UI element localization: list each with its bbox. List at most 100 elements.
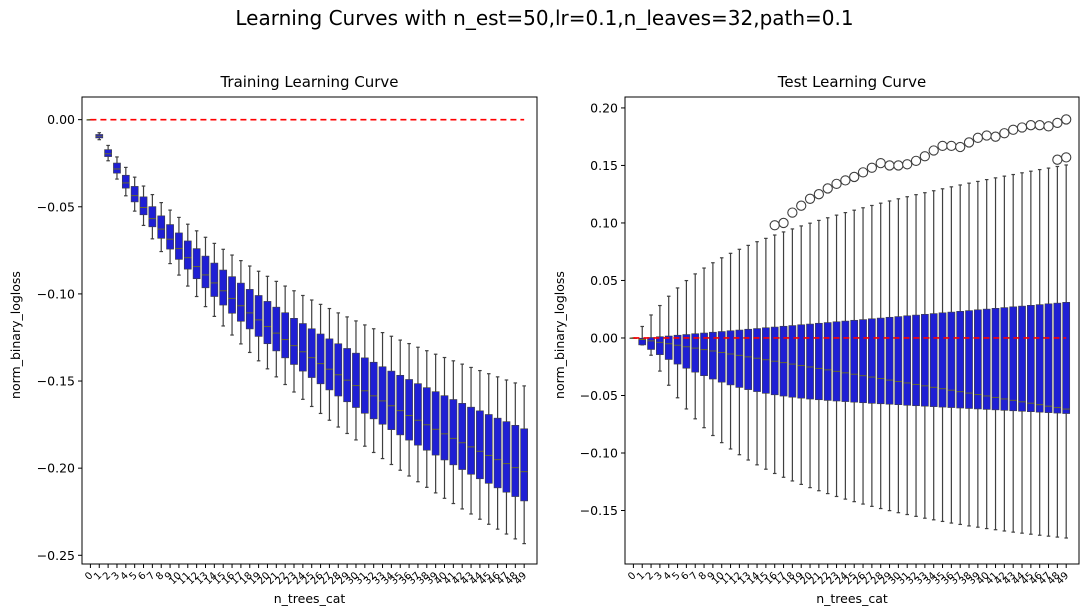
- box-iqr: [717, 331, 726, 383]
- training-box-9: [166, 209, 174, 265]
- box-iqr: [431, 391, 440, 456]
- training-box-2: [104, 144, 112, 162]
- box-iqr: [903, 315, 912, 406]
- box-iqr: [700, 332, 708, 377]
- outlier-point: [884, 160, 895, 171]
- box-iqr: [885, 316, 894, 405]
- outlier-point: [804, 193, 816, 204]
- test-box-40: [981, 130, 992, 530]
- training-box-32: [369, 328, 378, 454]
- box-iqr: [912, 314, 920, 407]
- test-box-38: [963, 137, 975, 527]
- box-iqr: [788, 325, 797, 398]
- box-iqr: [396, 374, 405, 436]
- outlier-point: [928, 145, 939, 156]
- test-box-43: [1008, 124, 1019, 533]
- box-iqr: [175, 232, 183, 260]
- test-box-21: [813, 189, 825, 492]
- box-iqr: [520, 428, 529, 502]
- training-axes-frame: [81, 96, 538, 565]
- training-box-37: [414, 346, 422, 483]
- outlier-point: [787, 207, 798, 218]
- box-iqr: [237, 282, 245, 322]
- training-box-7: [148, 193, 157, 240]
- test-box-9: [709, 262, 717, 437]
- outlier-point: [1061, 114, 1072, 125]
- box-iqr: [113, 162, 121, 174]
- training-y-tick-label: −0.10: [37, 286, 75, 301]
- test-box-46: [1034, 120, 1045, 536]
- training-box-31: [360, 324, 369, 447]
- test-box-26: [857, 167, 869, 505]
- box-iqr: [647, 337, 655, 350]
- test-box-36: [946, 140, 957, 524]
- training-box-16: [228, 254, 236, 336]
- training-box-24: [299, 294, 307, 400]
- outlier-point: [999, 128, 1010, 139]
- test-box-45: [1025, 120, 1037, 535]
- test-box-14: [753, 241, 761, 466]
- training-box-3: [113, 156, 121, 180]
- box-iqr: [1062, 302, 1071, 414]
- outlier-point: [910, 155, 922, 166]
- training-box-19: [254, 270, 263, 362]
- box-iqr: [974, 309, 982, 410]
- test-box-19: [796, 200, 807, 486]
- training-learning-curve-panel: Training Learning Curve n_trees_cat norm…: [8, 73, 538, 606]
- box-iqr: [956, 310, 965, 409]
- training-box-25: [307, 299, 316, 408]
- test-box-28: [875, 157, 886, 510]
- training-box-11: [183, 223, 192, 287]
- training-box-18: [245, 265, 254, 354]
- training-box-12: [192, 230, 201, 298]
- outlier-point: [849, 171, 860, 183]
- box-iqr: [709, 331, 717, 380]
- box-iqr: [272, 306, 281, 352]
- outlier-point: [875, 157, 886, 169]
- test-box-33: [919, 151, 931, 519]
- training-box-46: [493, 376, 502, 530]
- box-iqr: [325, 338, 334, 391]
- outlier-point: [813, 189, 825, 200]
- test-box-22: [822, 183, 833, 495]
- box-iqr: [449, 399, 458, 466]
- training-box-29: [343, 316, 351, 435]
- box-iqr: [245, 289, 254, 330]
- training-box-1: [95, 132, 104, 141]
- box-iqr: [281, 312, 289, 359]
- box-iqr: [1018, 305, 1026, 412]
- test-box-39: [972, 132, 984, 528]
- box-iqr: [405, 379, 413, 441]
- outlier-point: [1061, 152, 1072, 163]
- test-box-35: [937, 140, 948, 523]
- test-y-tick-label: 0.05: [590, 273, 618, 288]
- training-box-40: [440, 356, 449, 499]
- box-iqr: [254, 295, 263, 337]
- box-iqr: [467, 406, 475, 475]
- box-iqr: [219, 269, 228, 306]
- box-iqr: [343, 348, 351, 403]
- box-iqr: [316, 333, 325, 385]
- box-iqr: [502, 421, 511, 493]
- test-learning-curve-panel: Test Learning Curve n_trees_cat norm_bin…: [552, 73, 1080, 606]
- box-iqr: [929, 313, 938, 407]
- box-iqr: [369, 361, 378, 420]
- box-iqr: [387, 370, 396, 430]
- test-box-13: [744, 244, 753, 461]
- outlier-point: [893, 160, 904, 171]
- outlier-point: [981, 130, 992, 141]
- outlier-point: [990, 131, 1001, 142]
- test-box-48: [1052, 117, 1063, 538]
- outlier-point: [972, 132, 984, 143]
- outlier-point: [778, 217, 789, 229]
- outlier-point: [902, 159, 913, 170]
- training-box-15: [219, 248, 228, 327]
- box-iqr: [841, 320, 850, 402]
- test-box-32: [910, 155, 922, 517]
- box-iqr: [192, 248, 201, 280]
- test-box-42: [999, 128, 1010, 532]
- box-iqr: [656, 336, 664, 355]
- test-box-47: [1043, 121, 1054, 537]
- test-box-24: [840, 175, 851, 500]
